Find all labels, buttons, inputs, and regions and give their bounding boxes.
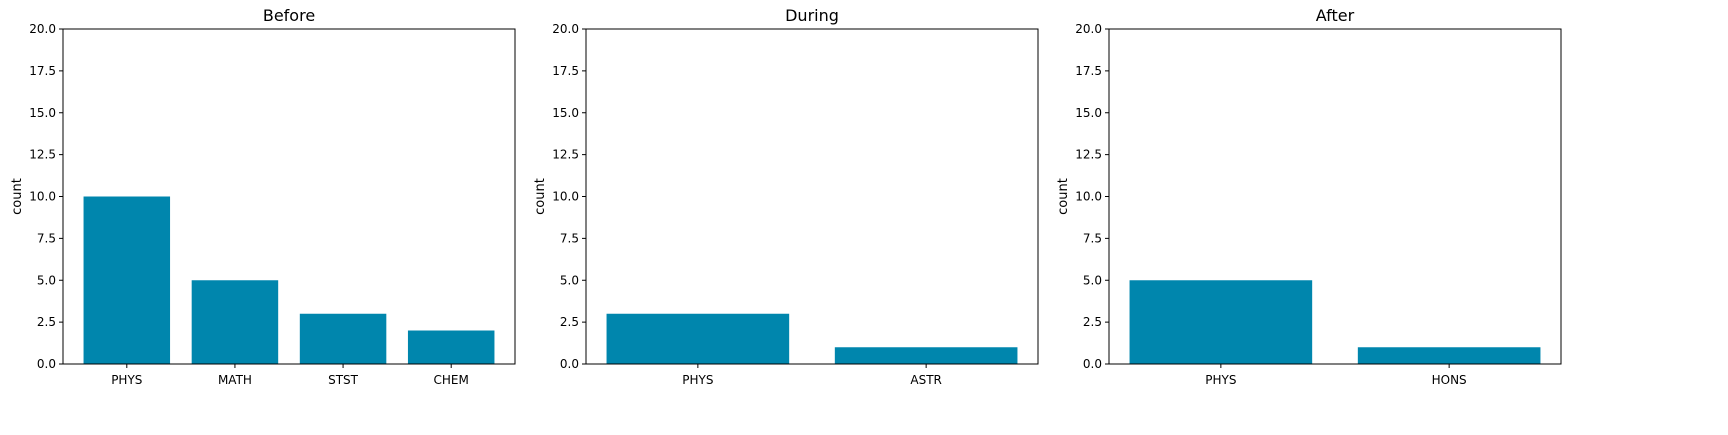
bar-2-0	[1129, 280, 1313, 364]
chart-title-1: During	[785, 6, 839, 25]
bar-1-1	[834, 347, 1018, 364]
bar-2-1	[1357, 347, 1541, 364]
x-tick-label-0-1: MATH	[218, 373, 252, 387]
y-tick-label-1-1: 2.5	[560, 315, 579, 329]
y-tick-label-1-8: 20.0	[552, 22, 579, 36]
y-tick-label-2-4: 10.0	[1075, 190, 1102, 204]
bar-0-0	[83, 196, 171, 364]
chart-panel-1: 0.0 2.5 5.0 7.5 10.0 12.5 15.0 17.5 20.0 PHYS ASTR…	[533, 6, 1039, 387]
y-tick-label-2-8: 20.0	[1075, 22, 1102, 36]
y-tick-label-2-1: 2.5	[1083, 315, 1102, 329]
y-tick-label-0-5: 12.5	[29, 148, 56, 162]
y-tick-label-0-7: 17.5	[29, 64, 56, 78]
y-axis-label-0: count	[10, 178, 25, 215]
x-tick-label-2-0: PHYS	[1205, 373, 1236, 387]
y-tick-label-1-3: 7.5	[560, 231, 579, 245]
y-tick-label-1-6: 15.0	[552, 106, 579, 120]
x-tick-label-1-1: ASTR	[910, 373, 942, 387]
chart-panel-2: 0.0 2.5 5.0 7.5 10.0 12.5 15.0 17.5 20.0 PHYS HONS…	[1056, 6, 1562, 387]
chart-title-0: Before	[263, 6, 315, 25]
bar-1-0	[606, 313, 790, 364]
y-tick-label-0-4: 10.0	[29, 190, 56, 204]
y-tick-label-2-7: 17.5	[1075, 64, 1102, 78]
y-tick-label-0-6: 15.0	[29, 106, 56, 120]
x-tick-label-1-0: PHYS	[682, 373, 713, 387]
y-tick-label-0-8: 20.0	[29, 22, 56, 36]
y-tick-label-2-5: 12.5	[1075, 148, 1102, 162]
y-axis-label-2: count	[1056, 178, 1071, 215]
y-tick-label-2-3: 7.5	[1083, 231, 1102, 245]
x-tick-label-0-3: CHEM	[434, 373, 469, 387]
chart-panel-0: 0.0 2.5 5.0 7.5 10.0 12.5 15.0 17.5 20.0 PHYS MATH…	[10, 6, 516, 387]
y-tick-label-0-3: 7.5	[37, 231, 56, 245]
bar-0-1	[191, 280, 279, 364]
y-tick-label-2-2: 5.0	[1083, 273, 1102, 287]
y-tick-label-0-1: 2.5	[37, 315, 56, 329]
y-tick-label-2-6: 15.0	[1075, 106, 1102, 120]
y-tick-label-2-0: 0.0	[1083, 357, 1102, 371]
y-tick-label-0-0: 0.0	[37, 357, 56, 371]
bar-0-3	[407, 330, 495, 364]
x-tick-label-0-0: PHYS	[111, 373, 142, 387]
x-tick-label-2-1: HONS	[1432, 373, 1467, 387]
y-tick-label-1-2: 5.0	[560, 273, 579, 287]
y-tick-label-1-5: 12.5	[552, 148, 579, 162]
x-tick-label-0-2: STST	[328, 373, 359, 387]
y-tick-label-0-2: 5.0	[37, 273, 56, 287]
y-axis-label-1: count	[533, 178, 548, 215]
chart-title-2: After	[1316, 6, 1355, 25]
y-tick-label-1-7: 17.5	[552, 64, 579, 78]
y-tick-label-1-4: 10.0	[552, 190, 579, 204]
y-tick-label-1-0: 0.0	[560, 357, 579, 371]
bar-0-2	[299, 313, 387, 364]
